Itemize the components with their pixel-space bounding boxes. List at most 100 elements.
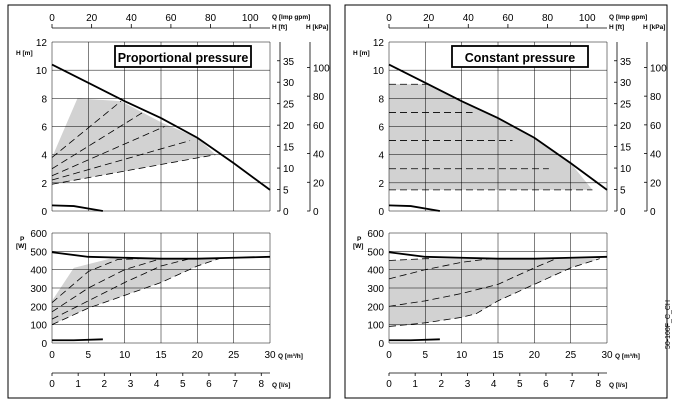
gpm-axis-label: Q [Imp gpm] <box>609 14 647 21</box>
qm3h-tick-label: 20 <box>529 350 541 361</box>
hft-tick-label: 0 <box>620 207 626 218</box>
qls-tick-label: 7 <box>569 379 575 390</box>
hft-tick-label: 10 <box>283 164 295 175</box>
head-operating-region <box>389 84 593 190</box>
hft-tick-label: 35 <box>283 57 295 68</box>
hft-tick-label: 30 <box>620 78 632 89</box>
p-tick-label: 500 <box>367 247 384 258</box>
figure-id-label: 50-100F_C_CH <box>665 300 672 350</box>
qls-tick-label: 4 <box>491 379 497 390</box>
gpm-tick-label: 80 <box>542 13 554 24</box>
p-tick-label: 300 <box>30 284 47 295</box>
p-tick-label: 0 <box>41 339 47 350</box>
power-operating-region <box>389 258 600 327</box>
qm3h-tick-label: 0 <box>49 350 55 361</box>
head-min-curve <box>388 204 441 212</box>
hm-tick-label: 0 <box>41 207 47 218</box>
qm3h-tick-label: 20 <box>192 350 204 361</box>
qm3h-tick-label: 30 <box>601 350 613 361</box>
hkpa-tick-label: 20 <box>650 178 662 189</box>
power-dashed-curve <box>51 258 162 313</box>
p-tick-label: 300 <box>367 284 384 295</box>
head-max-curve <box>51 63 271 191</box>
power-dashed-curve <box>51 258 140 303</box>
chart-title: Proportional pressure <box>118 51 249 65</box>
head-dashed-curve <box>51 126 165 177</box>
p-tick-label: 600 <box>367 229 384 240</box>
gpm-tick-label: 100 <box>242 13 259 24</box>
qm3h-tick-label: 15 <box>492 350 504 361</box>
head-dashed-curve <box>51 112 144 170</box>
qls-tick-label: 8 <box>595 379 601 390</box>
qls-axis-label: Q [l/s] <box>272 382 290 389</box>
head-min-curve <box>51 204 104 212</box>
hm-axis-label: H [m] <box>16 50 33 57</box>
power-dashed-curve <box>388 258 557 307</box>
hft-tick-label: 10 <box>620 164 632 175</box>
qm3h-tick-label: 10 <box>456 350 468 361</box>
qm3h-tick-label: 15 <box>155 350 167 361</box>
hm-tick-label: 2 <box>378 179 384 190</box>
qm3h-tick-label: 0 <box>386 350 392 361</box>
power-max-curve <box>388 251 608 260</box>
hft-tick-label: 15 <box>620 143 632 154</box>
qls-tick-label: 0 <box>386 379 392 390</box>
qls-tick-label: 1 <box>412 379 418 390</box>
hkpa-tick-label: 60 <box>650 121 662 132</box>
hm-tick-label: 12 <box>36 38 48 49</box>
hft-tick-label: 20 <box>283 121 295 132</box>
qls-tick-label: 0 <box>49 379 55 390</box>
power-dashed-curve <box>388 258 491 280</box>
power-dashed-curve <box>51 258 191 320</box>
qm3h-tick-label: 5 <box>423 350 429 361</box>
hkpa-tick-label: 0 <box>650 207 656 218</box>
power-min-curve <box>52 338 103 342</box>
power-dashed-curve <box>388 258 433 261</box>
hkpa-tick-label: 20 <box>313 178 325 189</box>
hm-tick-label: 8 <box>41 94 47 105</box>
qls-tick-label: 5 <box>517 379 523 390</box>
chart-panel-1 <box>7 4 331 399</box>
gpm-tick-label: 20 <box>86 13 98 24</box>
qls-tick-label: 2 <box>102 379 108 390</box>
hft-axis-label: H [ft] <box>272 24 287 31</box>
chart-title-box <box>114 45 252 68</box>
gpm-tick-label: 40 <box>463 13 475 24</box>
panel-frame <box>7 4 331 399</box>
qls-tick-label: 2 <box>439 379 445 390</box>
p-tick-label: 600 <box>30 229 47 240</box>
hkpa-tick-label: 40 <box>313 150 325 161</box>
chart-title: Constant pressure <box>465 51 575 65</box>
qls-tick-label: 3 <box>465 379 471 390</box>
hft-tick-label: 30 <box>283 78 295 89</box>
p-axis-label: P <box>20 236 25 243</box>
hft-tick-label: 5 <box>283 186 289 197</box>
p-tick-label: 400 <box>367 266 384 277</box>
hft-tick-label: 15 <box>283 143 295 154</box>
p-axis-label: P <box>357 236 362 243</box>
gpm-tick-label: 80 <box>205 13 217 24</box>
head-max-curve <box>388 63 608 191</box>
qls-tick-label: 7 <box>232 379 238 390</box>
qm3h-axis-label: Q [m³/h] <box>615 353 640 360</box>
hkpa-axis-label: H [kPa] <box>306 24 328 31</box>
hft-axis-label: H [ft] <box>609 24 624 31</box>
p-tick-label: 200 <box>30 302 47 313</box>
p-axis-unit: [W] <box>353 243 363 250</box>
panel-frame <box>344 4 668 399</box>
head-dashed-curve <box>51 154 216 185</box>
gpm-tick-label: 100 <box>579 13 596 24</box>
hkpa-tick-label: 80 <box>650 92 662 103</box>
hm-axis-label: H [m] <box>353 50 370 57</box>
hft-tick-label: 20 <box>620 121 632 132</box>
head-dashed-curve <box>51 140 191 181</box>
hm-tick-label: 10 <box>36 66 48 77</box>
power-dashed-curve <box>51 258 220 326</box>
qm3h-tick-label: 25 <box>565 350 577 361</box>
chart-title-box <box>451 45 589 68</box>
head-dashed-curve <box>51 100 122 158</box>
power-dashed-curve <box>388 258 600 327</box>
gpm-tick-label: 60 <box>165 13 177 24</box>
gpm-tick-label: 40 <box>126 13 138 24</box>
